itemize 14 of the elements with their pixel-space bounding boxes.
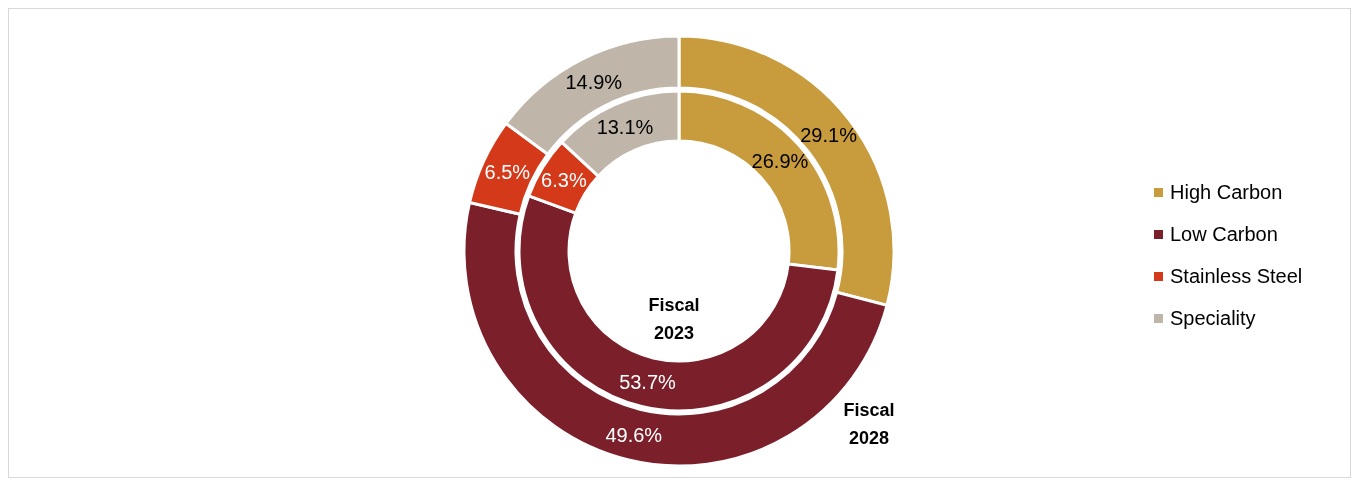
legend-label: High Carbon	[1170, 180, 1283, 204]
slice-label: Fiscal 2023	[647, 294, 701, 345]
legend-label: Low Carbon	[1170, 222, 1278, 246]
data-label: 53.7%	[619, 371, 677, 394]
data-label: 14.9%	[565, 71, 623, 94]
data-label: 29.1%	[800, 124, 858, 147]
data-label: 26.9%	[751, 150, 809, 173]
data-label: 6.3%	[541, 169, 587, 192]
data-label: 6.5%	[484, 160, 531, 183]
legend-label: Speciality	[1170, 306, 1256, 330]
data-label: 13.1%	[596, 116, 654, 139]
slice-label: Fiscal 2028	[842, 399, 896, 450]
data-label: 49.6%	[605, 423, 663, 446]
legend-label: Stainless Steel	[1170, 264, 1303, 288]
